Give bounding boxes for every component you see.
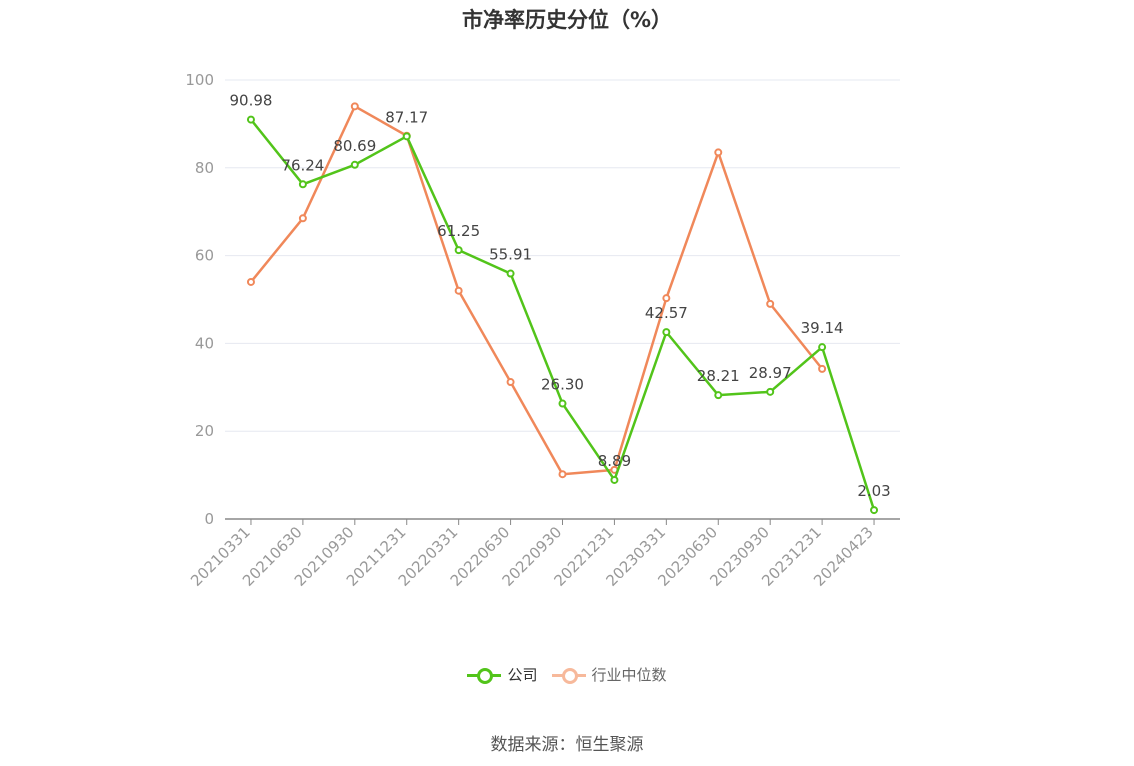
data-label: 87.17 — [385, 108, 428, 126]
company-point — [558, 399, 567, 408]
industry-point — [350, 102, 359, 111]
data-label: 39.14 — [801, 319, 844, 337]
industry-point — [766, 299, 775, 308]
company-point — [350, 160, 359, 169]
company-point — [610, 475, 619, 484]
legend-company-swatch — [467, 665, 502, 685]
y-tick-label: 20 — [195, 422, 214, 440]
y-tick-label: 0 — [204, 510, 214, 528]
industry-point — [662, 294, 671, 303]
y-tick-label: 80 — [195, 159, 214, 177]
legend-industry-label: 行业中位数 — [591, 666, 667, 684]
company-point — [298, 180, 307, 189]
industry-point — [454, 286, 463, 295]
grid-lines — [225, 79, 900, 432]
legend-item-industry[interactable]: 行业中位数 — [551, 664, 667, 685]
legend: 公司 行业中位数 — [0, 664, 1134, 685]
data-label: 61.25 — [437, 222, 480, 240]
data-label: 26.30 — [541, 376, 584, 394]
company-point — [766, 387, 775, 396]
industry-point — [506, 378, 515, 387]
company-point — [714, 391, 723, 400]
industry-point — [818, 364, 827, 373]
company-line — [249, 118, 876, 511]
data-label: 28.97 — [749, 364, 792, 382]
company-point — [246, 115, 255, 124]
data-label: 2.03 — [857, 482, 890, 500]
company-point — [870, 506, 879, 515]
chart-title: 市净率历史分位（%） — [461, 8, 673, 32]
data-label: 90.98 — [229, 92, 272, 110]
data-label: 55.91 — [489, 246, 532, 264]
data-label: 8.89 — [598, 452, 631, 470]
industry-point — [246, 277, 255, 286]
y-tick-label: 100 — [185, 71, 214, 89]
data-source: 数据来源：恒生聚源 — [490, 735, 644, 755]
y-axis-ticks: 0 20 40 60 80 100 — [185, 71, 214, 528]
x-axis: 2021033120210630202109302021123120220331… — [187, 518, 900, 590]
y-tick-label: 60 — [195, 247, 214, 265]
y-tick-label: 40 — [195, 334, 214, 352]
company-point — [818, 343, 827, 352]
industry-line — [249, 105, 824, 476]
industry-point — [714, 148, 723, 157]
data-label: 28.21 — [697, 367, 740, 385]
data-labels: 90.98 76.24 80.69 87.17 61.25 55.91 26.30 8.89 4… — [229, 92, 890, 500]
line-chart: 0 20 40 60 80 100 202103312021063020210930202… — [185, 71, 900, 590]
company-point — [402, 132, 411, 141]
company-point — [506, 269, 515, 278]
legend-industry-swatch — [551, 665, 586, 685]
data-label: 80.69 — [333, 137, 376, 155]
company-point — [454, 246, 463, 255]
data-label: 42.57 — [645, 304, 688, 322]
legend-company-label: 公司 — [507, 666, 538, 684]
industry-point — [558, 470, 567, 479]
company-point — [662, 328, 671, 337]
industry-point — [298, 214, 307, 223]
legend-item-company[interactable]: 公司 — [467, 664, 538, 685]
data-label: 76.24 — [281, 156, 324, 174]
series-lines — [246, 102, 879, 515]
